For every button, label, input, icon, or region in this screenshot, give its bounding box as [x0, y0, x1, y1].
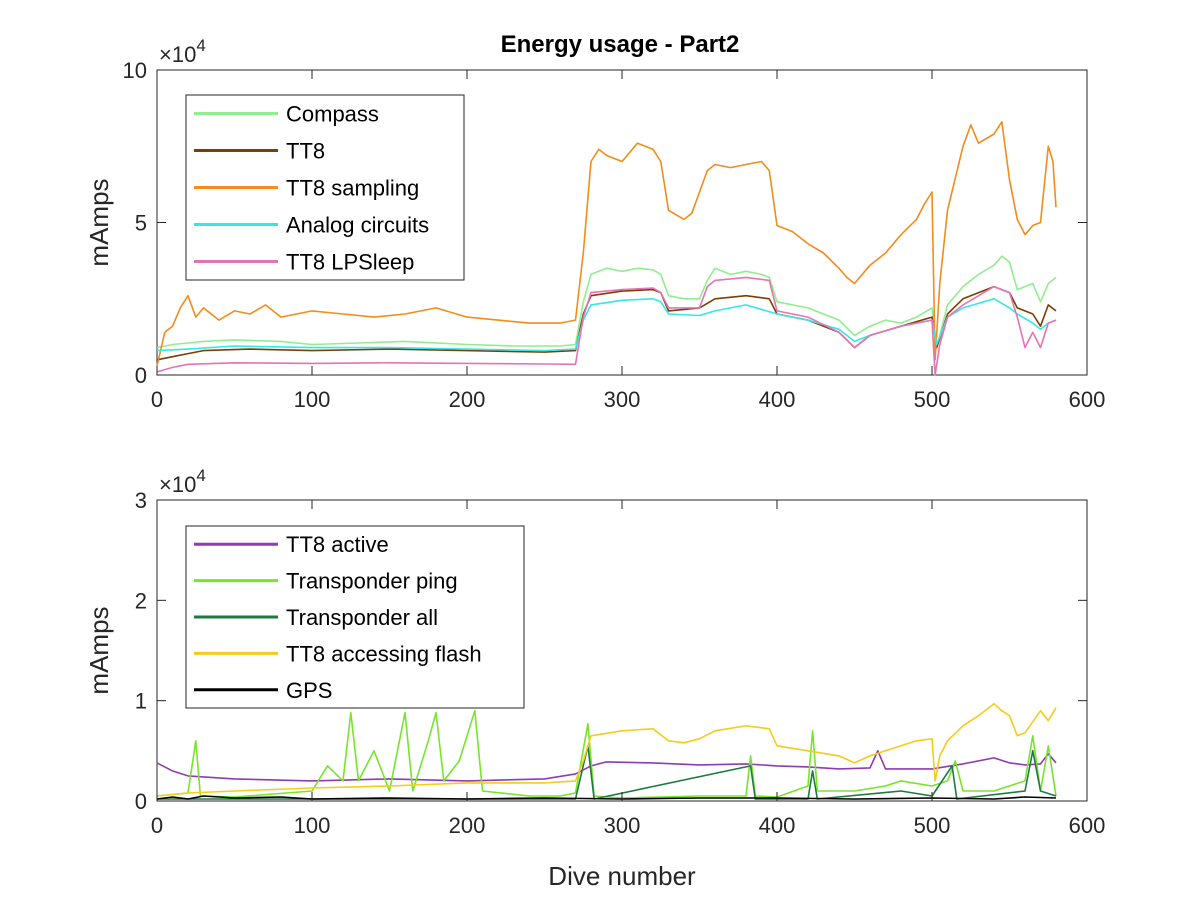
series-line-1-4	[156, 795, 1057, 800]
y-tick-label: 2	[135, 588, 147, 613]
y-multiplier-label: ×104	[159, 36, 206, 67]
x-tick-label: 500	[914, 387, 951, 412]
x-tick-label: 100	[294, 813, 331, 838]
y-tick-label: 5	[135, 211, 147, 236]
legend-entry: Transponder ping	[286, 569, 458, 594]
x-tick-label: 400	[759, 387, 796, 412]
legend-entry: TT8 LPSleep	[286, 250, 414, 275]
x-tick-label: 300	[604, 387, 641, 412]
legend-entry: TT8 sampling	[286, 176, 419, 201]
series-line-0-0	[156, 255, 1057, 349]
y-multiplier-base: ×10	[159, 472, 196, 497]
y-multiplier-exp: 4	[196, 466, 205, 485]
x-tick-label: 300	[604, 813, 641, 838]
x-tick-label: 500	[914, 813, 951, 838]
legend-entry: Analog circuits	[286, 213, 429, 238]
legend-entry: TT8 active	[286, 532, 389, 557]
series-line-1-3	[156, 702, 1057, 797]
x-axis-label: Dive number	[548, 861, 696, 891]
series-line-0-3	[156, 298, 1057, 352]
y-tick-label: 0	[135, 363, 147, 388]
y-axis-label: mAmps	[84, 606, 114, 694]
x-tick-label: 200	[449, 813, 486, 838]
series-line-0-2	[156, 121, 1057, 367]
series-line-0-4	[156, 276, 1057, 376]
legend-entry: Compass	[286, 102, 379, 127]
x-tick-label: 600	[1069, 387, 1106, 412]
y-multiplier-label: ×104	[159, 466, 206, 497]
legend-entry: GPS	[286, 678, 332, 703]
x-tick-label: 200	[449, 387, 486, 412]
x-tick-label: 0	[151, 387, 163, 412]
series-line-1-0	[156, 750, 1057, 782]
x-tick-label: 600	[1069, 813, 1106, 838]
x-tick-label: 0	[151, 813, 163, 838]
bottom-chart: 0 100 200 300 400 500 600 0 1 2 3 ×104 mAmps Dive num…	[84, 466, 1105, 891]
y-tick-label: 3	[135, 488, 147, 513]
y-multiplier-exp: 4	[196, 36, 205, 55]
y-tick-label: 10	[123, 58, 147, 83]
y-axis-label: mAmps	[84, 178, 114, 266]
chart-title: Energy usage - Part2	[501, 31, 740, 58]
y-tick-label: 1	[135, 689, 147, 714]
legend-entry: Transponder all	[286, 605, 438, 630]
legend-entry: TT8 accessing flash	[286, 641, 482, 666]
series-line-1-1	[156, 709, 1057, 799]
x-tick-label: 100	[294, 387, 331, 412]
legend-entry: TT8	[286, 139, 325, 164]
y-multiplier-base: ×10	[159, 42, 196, 67]
y-tick-label: 0	[135, 789, 147, 814]
top-chart: 0 100 200 300 400 500 600 0 5 10 ×104 mAmps Compass T…	[84, 36, 1105, 412]
x-tick-label: 400	[759, 813, 796, 838]
